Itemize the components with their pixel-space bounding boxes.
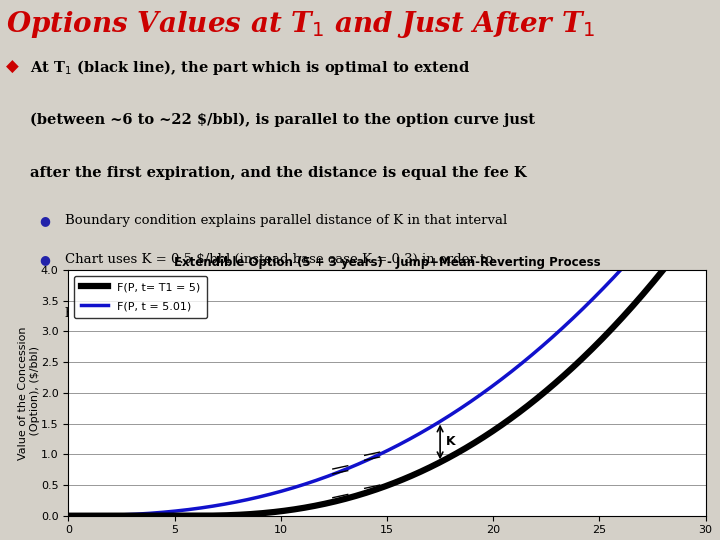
F(P, t = 5.01) <box>409 434 418 440</box>
F(P, t = 5.01) <box>586 298 595 304</box>
F(P, t= T1 = 5) <box>64 512 73 519</box>
F(P, t= T1 = 5) <box>701 211 710 218</box>
F(P, t= T1 = 5) <box>686 232 695 238</box>
Text: after the first expiration, and the distance is equal the fee K: after the first expiration, and the dist… <box>30 166 527 180</box>
F(P, t = 5.01) <box>701 205 710 212</box>
Text: At T$_1$ (black line), the part which is optimal to extend: At T$_1$ (black line), the part which is… <box>30 58 471 77</box>
Text: Chart uses K = 0.5 $/bbl (instead base case K = 0.3) in order to: Chart uses K = 0.5 $/bbl (instead base c… <box>65 253 493 266</box>
F(P, t = 5.01) <box>371 454 379 460</box>
Line: F(P, t = 5.01): F(P, t = 5.01) <box>68 208 706 516</box>
F(P, t= T1 = 5) <box>371 487 379 493</box>
F(P, t = 5.01) <box>64 512 73 519</box>
F(P, t= T1 = 5) <box>444 455 452 462</box>
F(P, t= T1 = 5) <box>586 347 595 354</box>
F(P, t = 5.01) <box>670 205 679 212</box>
Line: F(P, t= T1 = 5): F(P, t= T1 = 5) <box>68 214 706 516</box>
Legend: F(P, t= T1 = 5), F(P, t = 5.01): F(P, t= T1 = 5), F(P, t = 5.01) <box>74 275 207 318</box>
F(P, t = 5.01) <box>687 205 696 212</box>
F(P, t= T1 = 5) <box>366 488 375 495</box>
Text: (between ~6 to ~22 $/bbl), is parallel to the option curve just: (between ~6 to ~22 $/bbl), is parallel t… <box>30 112 535 127</box>
Text: Options Values at T$_1$ and Just After T$_1$: Options Values at T$_1$ and Just After T… <box>6 9 595 39</box>
Text: ●: ● <box>40 253 50 266</box>
Text: ◆: ◆ <box>6 58 19 76</box>
Text: K: K <box>446 435 455 448</box>
F(P, t = 5.01) <box>444 414 452 420</box>
Text: ●: ● <box>40 214 50 227</box>
F(P, t= T1 = 5) <box>409 472 418 478</box>
Title: Extendible Option (5 + 3 years) - Jump+Mean-Reverting Process: Extendible Option (5 + 3 years) - Jump+M… <box>174 256 600 269</box>
Text: Boundary condition explains parallel distance of K in that interval: Boundary condition explains parallel dis… <box>65 214 507 227</box>
Y-axis label: Value of the Concession
 (Option), ($/bbl): Value of the Concession (Option), ($/bbl… <box>18 326 40 460</box>
Text: highlight the effect: highlight the effect <box>65 307 193 320</box>
F(P, t = 5.01) <box>366 455 375 462</box>
